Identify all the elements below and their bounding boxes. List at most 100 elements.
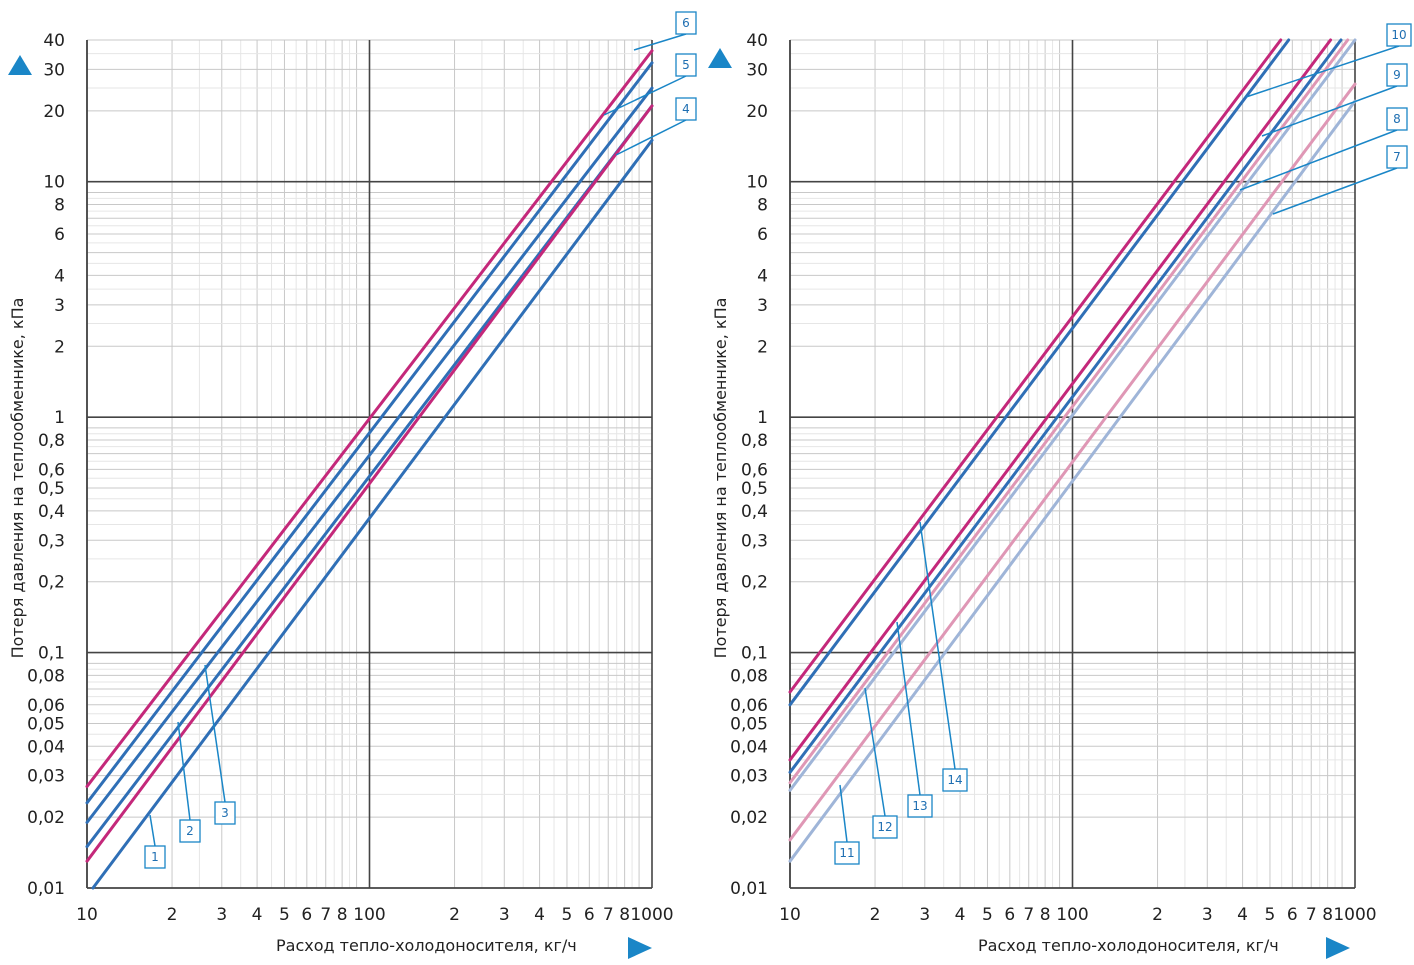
callout-leader	[634, 34, 686, 50]
y-tick-label: 0,08	[27, 666, 65, 686]
y-tick-label: 0,5	[38, 479, 65, 499]
y-tick-label: 10	[746, 173, 768, 193]
y-tick-label: 30	[746, 60, 768, 80]
series-label: 7	[1393, 150, 1401, 164]
y-tick-label: 30	[43, 60, 65, 80]
y-tick-label: 0,06	[27, 696, 65, 716]
x-tick-label: 8	[1322, 905, 1333, 925]
x-tick-label: 5	[279, 905, 290, 925]
left-chart-y-ticks: 40 30 20 10 8 6 4 3 2 1 0,8 0,60,5 0,4 0,3 0,2 0,10,08 0…	[27, 31, 65, 899]
y-tick-label: 0,5	[741, 479, 768, 499]
x-tick-label: 4	[1237, 905, 1248, 925]
series-line-13	[790, 40, 1289, 705]
y-tick-label: 0,6	[38, 460, 65, 480]
x-tick-label: 7	[320, 905, 331, 925]
x-tick-label: 4	[534, 905, 545, 925]
y-tick-label: 0,04	[730, 737, 768, 757]
x-tick-label: 6	[584, 905, 595, 925]
y-tick-label: 6	[757, 225, 768, 245]
series-label: 14	[947, 773, 962, 787]
series-label: 11	[839, 846, 854, 860]
y-tick-label: 1	[54, 408, 65, 428]
y-tick-label: 0,4	[38, 502, 65, 522]
y-tick-label: 40	[746, 31, 768, 51]
y-tick-label: 0,8	[38, 431, 65, 451]
x-tick-label: 2	[870, 905, 881, 925]
y-tick-label: 0,6	[741, 460, 768, 480]
y-tick-label: 0,01	[730, 879, 768, 899]
x-tick-label: 4	[252, 905, 263, 925]
y-tick-label: 3	[54, 296, 65, 316]
y-tick-label: 40	[43, 31, 65, 51]
y-tick-label: 0,06	[730, 696, 768, 716]
left-chart-y-axis-title: Потеря давления на теплообменнике, кПа	[8, 298, 27, 659]
y-tick-label: 0,8	[741, 431, 768, 451]
y-tick-label: 8	[54, 196, 65, 216]
right-y-axis-arrow-icon	[708, 48, 732, 68]
x-tick-label: 10	[779, 905, 801, 925]
left-chart-x-ticks: 10 2 3 4 5 6 7 8 100 2 3 4 5 6 7 8 1000	[76, 905, 673, 925]
y-tick-label: 0,02	[730, 808, 768, 828]
x-tick-label: 6	[1287, 905, 1298, 925]
y-tick-label: 0,03	[730, 767, 768, 787]
x-tick-label: 7	[1306, 905, 1317, 925]
callout-leader	[150, 815, 155, 846]
x-tick-label: 3	[216, 905, 227, 925]
series-label: 2	[186, 824, 194, 838]
series-label: 13	[912, 799, 927, 813]
series-label: 1	[151, 850, 159, 864]
callout-leader	[840, 785, 847, 842]
y-tick-label: 2	[54, 337, 65, 357]
y-tick-label: 0,08	[730, 666, 768, 686]
left-chart: 123456 10 2 3 4 5 6 7 8 100 2 3 4 5 6 7 8 1000 403020108…	[8, 12, 696, 959]
y-tick-label: 0,1	[741, 644, 768, 664]
x-tick-label: 5	[562, 905, 573, 925]
x-tick-label: 3	[919, 905, 930, 925]
right-chart-y-ticks: 40 30 20 10 8 6 4 3 2 1 0,8 0,60,5 0,4 0,3 0,2 0,10,08 0…	[730, 31, 768, 899]
y-tick-label: 0,03	[27, 767, 65, 787]
x-tick-label: 10	[76, 905, 98, 925]
series-label: 10	[1391, 28, 1406, 42]
y-tick-label: 20	[43, 102, 65, 122]
y-tick-label: 6	[54, 225, 65, 245]
y-tick-label: 4	[54, 266, 65, 286]
x-tick-label: 3	[499, 905, 510, 925]
series-label: 6	[682, 16, 690, 30]
y-tick-label: 0,02	[27, 808, 65, 828]
y-tick-label: 0,05	[27, 714, 65, 734]
y-tick-label: 0,2	[741, 573, 768, 593]
series-label: 3	[221, 806, 229, 820]
x-tick-label: 1000	[1333, 905, 1376, 925]
series-label: 8	[1393, 112, 1401, 126]
right-chart-y-axis-title: Потеря давления на теплообменнике, кПа	[711, 298, 730, 659]
right-x-axis-arrow-icon	[1326, 937, 1350, 959]
x-tick-label: 100	[1056, 905, 1088, 925]
series-label: 4	[682, 102, 690, 116]
left-chart-x-axis-title: Расход тепло-холодоносителя, кг/ч	[276, 936, 577, 955]
x-tick-label: 3	[1202, 905, 1213, 925]
x-tick-label: 1000	[630, 905, 673, 925]
y-tick-label: 0,3	[38, 531, 65, 551]
x-tick-label: 8	[1040, 905, 1051, 925]
left-chart-grid	[87, 40, 652, 888]
x-tick-label: 7	[1023, 905, 1034, 925]
series-label: 12	[877, 820, 892, 834]
series-label: 9	[1393, 68, 1401, 82]
x-tick-label: 5	[982, 905, 993, 925]
right-chart-callouts: 7 8 9 10 11 12 13 14	[835, 24, 1411, 864]
y-tick-label: 20	[746, 102, 768, 122]
y-tick-label: 2	[757, 337, 768, 357]
x-tick-label: 2	[1152, 905, 1163, 925]
y-tick-label: 0,01	[27, 879, 65, 899]
y-tick-label: 0,05	[730, 714, 768, 734]
x-tick-label: 2	[449, 905, 460, 925]
y-tick-label: 0,1	[38, 644, 65, 664]
right-chart-x-axis-title: Расход тепло-холодоносителя, кг/ч	[978, 936, 1279, 955]
series-label: 5	[682, 58, 690, 72]
x-tick-label: 5	[1265, 905, 1276, 925]
x-tick-label: 4	[955, 905, 966, 925]
y-tick-label: 0,3	[741, 531, 768, 551]
y-tick-label: 0,4	[741, 502, 768, 522]
